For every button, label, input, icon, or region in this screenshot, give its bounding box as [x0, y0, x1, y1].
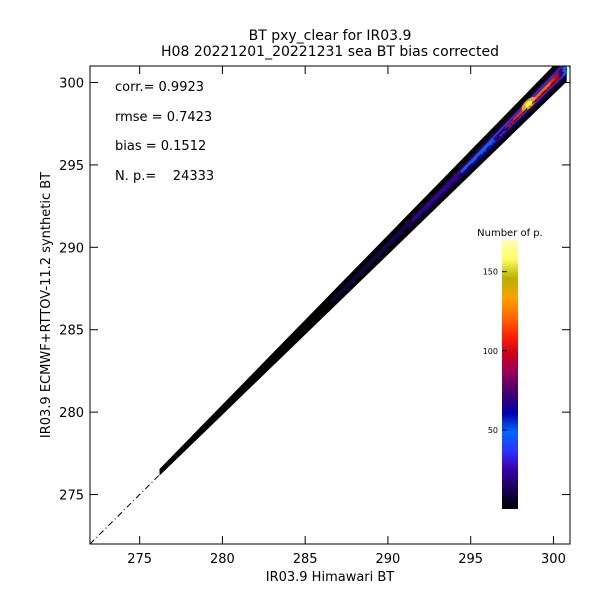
stat-corr: corr.= 0.9923 [115, 80, 204, 95]
y-tick-label: 280 [59, 406, 84, 421]
stat-rmse: rmse = 0.7423 [115, 110, 212, 125]
y-tick-label: 290 [59, 241, 84, 256]
x-tick-label: 300 [541, 552, 566, 567]
x-axis: 275 280 285 290 295 300 [127, 66, 566, 567]
x-tick-label: 295 [458, 552, 483, 567]
stats-panel: corr.= 0.9923 rmse = 0.7423 bias = 0.151… [115, 80, 214, 184]
y-axis-label: IR03.9 ECMWF+RTTOV-11.2 synthetic BT [39, 172, 54, 438]
colorbar-tick-label: 50 [488, 426, 498, 435]
stat-bias: bias = 0.1512 [115, 139, 206, 154]
density-peak [525, 100, 532, 108]
one-to-one-line [89, 65, 571, 545]
density-cloud [159, 66, 567, 476]
x-tick-label: 290 [376, 552, 401, 567]
y-tick-label: 300 [59, 76, 84, 91]
stat-count: N. p.= 24333 [115, 169, 214, 184]
plot-frame [89, 65, 571, 545]
colorbar-title: Number of p. [477, 228, 543, 239]
colorbar-ticks: 50 100 150 [483, 268, 507, 435]
y-axis: 275 280 285 290 295 300 [59, 76, 570, 504]
x-tick-label: 275 [127, 552, 152, 567]
y-tick-label: 295 [59, 159, 84, 174]
colorbar-tick-label: 100 [483, 347, 498, 356]
density-band-0 [330, 66, 567, 304]
chart-subtitle: H08 20221201_20221231 sea BT bias correc… [161, 44, 499, 60]
colorbar-tick-label: 150 [483, 268, 498, 277]
x-axis-label: IR03.9 Himawari BT [266, 570, 395, 585]
chart-title: BT pxy_clear for IR03.9 [249, 28, 412, 44]
y-tick-label: 275 [59, 489, 84, 504]
colorbar: Number of p. 50 100 150 [477, 228, 543, 509]
colorbar-scale [502, 240, 518, 509]
x-tick-label: 280 [210, 552, 235, 567]
y-tick-label: 285 [59, 324, 84, 339]
x-tick-label: 285 [293, 552, 318, 567]
